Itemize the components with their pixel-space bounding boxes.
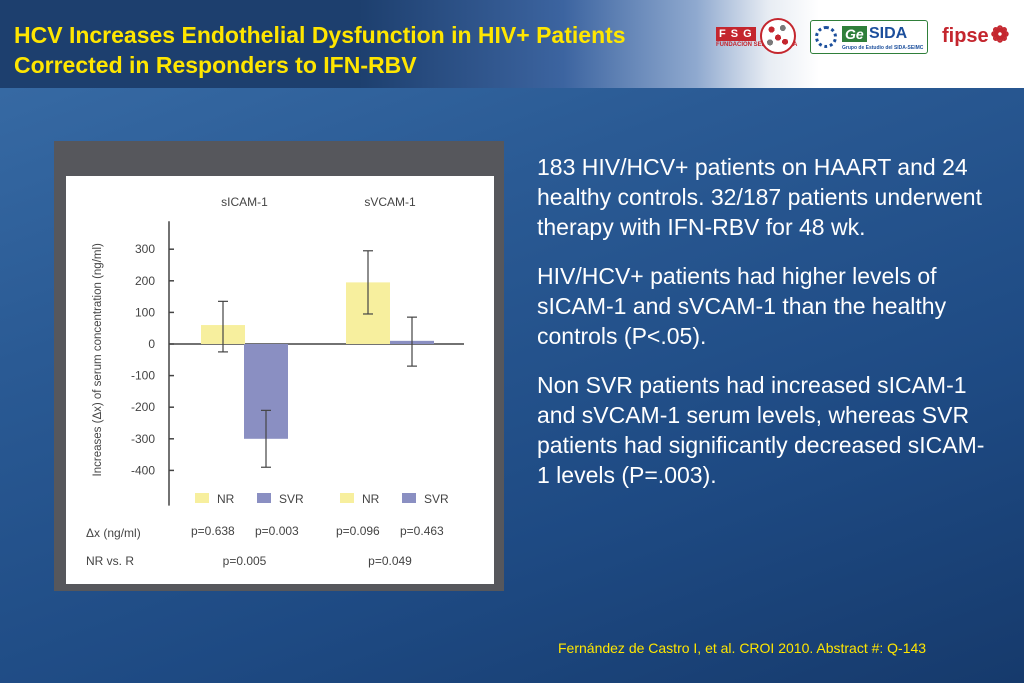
gesida-logo-sida: SIDA: [869, 25, 908, 42]
gesida-logo: Ge SIDA Grupo de Estudio del SIDA-SEIMC: [810, 20, 928, 54]
fsg-logo-subtext: FUNDACIÓN SEIMC GESIDA: [716, 42, 798, 48]
fsg-logo-text: F S G: [716, 27, 756, 41]
legend-label-sVCAM-1-SVR: SVR: [424, 492, 449, 506]
slide-title-line-2: Corrected in Responders to IFN-RBV: [14, 52, 417, 78]
row-label-delta: Δx (ng/ml): [86, 526, 141, 540]
y-tick-label-4: -100: [131, 369, 155, 383]
summary-paragraph-3: Non SVR patients had increased sICAM-1 a…: [537, 372, 985, 488]
legend-swatch-sVCAM-1-NR: [340, 493, 354, 503]
slide-title-line-1: HCV Increases Endothelial Dysfunction in…: [14, 22, 626, 48]
slide-title: HCV Increases Endothelial Dysfunction in…: [14, 20, 714, 80]
y-tick-label-6: -300: [131, 432, 155, 446]
y-tick-label-0: 300: [135, 242, 155, 256]
legend-swatch-sICAM-1-SVR: [257, 493, 271, 503]
dotted-circle-logo-icon: [760, 18, 796, 54]
chart-frame: 300 200 100 0 -100 -200 -300 -400 Increases (Δx)…: [54, 141, 504, 591]
legend-swatch-sVCAM-1-SVR: [402, 493, 416, 503]
row-label-nr-vs-r: NR vs. R: [86, 554, 134, 568]
pvalue-nr-vs-r-sICAM-1: p=0.005: [223, 554, 267, 568]
sponsor-logos: F S G FUNDACIÓN SEIMC GESIDA Ge SIDA Gru…: [712, 12, 1012, 62]
fipse-logo: fipse❁: [942, 22, 1009, 48]
legend-label-sICAM-1-SVR: SVR: [279, 492, 304, 506]
pvalue-sICAM-1-0: p=0.638: [191, 524, 235, 538]
group-label-sVCAM-1: sVCAM-1: [364, 195, 416, 209]
bar-chart: 300 200 100 0 -100 -200 -300 -400 Increases (Δx)…: [86, 195, 464, 568]
gesida-logo-subtext: Grupo de Estudio del SIDA-SEIMC: [842, 45, 924, 51]
group-label-sICAM-1: sICAM-1: [221, 195, 268, 209]
dotted-ring-logo-icon: [815, 26, 837, 48]
y-tick-label-5: -200: [131, 400, 155, 414]
pvalue-nr-vs-r-sVCAM-1: p=0.049: [368, 554, 412, 568]
header-bar: HCV Increases Endothelial Dysfunction in…: [0, 0, 1024, 88]
pvalue-sICAM-1-1: p=0.003: [255, 524, 299, 538]
legend-label-sICAM-1-NR: NR: [217, 492, 235, 506]
y-axis-label: Increases (Δx) of serum concentration (n…: [92, 243, 104, 476]
legend-label-sVCAM-1-NR: NR: [362, 492, 380, 506]
fipse-logo-text: fipse: [942, 25, 989, 47]
summary-paragraph-1: 183 HIV/HCV+ patients on HAART and 24 he…: [537, 154, 982, 240]
summary-text: 183 HIV/HCV+ patients on HAART and 24 he…: [537, 152, 987, 509]
y-tick-label-3: 0: [148, 337, 155, 351]
pvalue-sVCAM-1-1: p=0.463: [400, 524, 444, 538]
chart-panel: 300 200 100 0 -100 -200 -300 -400 Increases (Δx)…: [66, 176, 494, 584]
summary-paragraph-2: HIV/HCV+ patients had higher levels of s…: [537, 263, 947, 349]
citation: Fernández de Castro I, et al. CROI 2010.…: [558, 640, 927, 656]
y-tick-label-2: 100: [135, 305, 155, 319]
legend-swatch-sICAM-1-NR: [195, 493, 209, 503]
pvalue-sVCAM-1-0: p=0.096: [336, 524, 380, 538]
red-ribbon-icon: ❁: [990, 22, 1010, 47]
y-tick-label-7: -400: [131, 463, 155, 477]
gesida-logo-ge: Ge: [842, 26, 867, 42]
y-tick-label-1: 200: [135, 274, 155, 288]
fsg-logo: F S G FUNDACIÓN SEIMC GESIDA: [716, 24, 797, 49]
